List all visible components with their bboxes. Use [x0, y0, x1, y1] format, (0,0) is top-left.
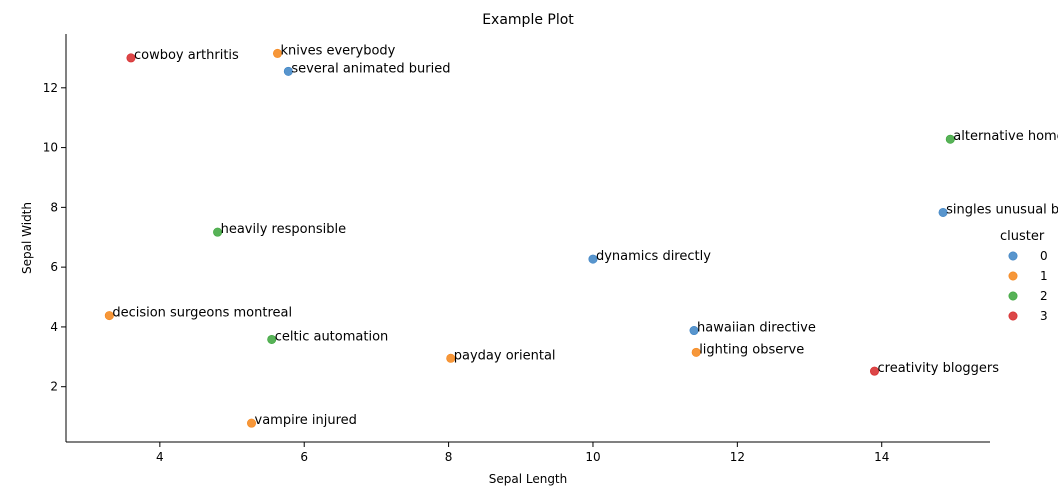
legend: cluster 0 1 2 3	[1000, 229, 1048, 323]
point-label: vampire injured	[255, 413, 357, 428]
point-label: singles unusual b	[946, 202, 1058, 217]
point-label: several animated buried	[291, 61, 450, 76]
data-point	[691, 347, 701, 357]
y-tick-label: 6	[50, 260, 58, 274]
data-point	[938, 207, 948, 217]
data-point	[247, 418, 257, 428]
point-label: lighting observe	[699, 342, 804, 357]
y-tick-label: 4	[50, 320, 58, 334]
point-label: dynamics directly	[596, 249, 711, 264]
legend-label: 3	[1040, 309, 1048, 323]
x-tick-label: 8	[445, 450, 453, 464]
point-label: decision surgeons montreal	[112, 306, 292, 321]
data-point	[446, 353, 456, 363]
legend-marker	[1008, 251, 1018, 261]
x-tick-label: 10	[585, 450, 600, 464]
point-label: payday oriental	[454, 348, 556, 363]
data-point	[689, 326, 699, 336]
data-point	[869, 366, 879, 376]
data-point	[283, 66, 293, 76]
data-point	[588, 254, 598, 264]
x-tick-label: 6	[300, 450, 308, 464]
point-label: cowboy arthritis	[134, 48, 239, 63]
point-label: alternative homework	[953, 129, 1058, 144]
data-point	[104, 311, 114, 321]
legend-marker	[1008, 311, 1018, 321]
data-point	[126, 53, 136, 63]
x-tick-label: 12	[730, 450, 745, 464]
legend-title: cluster	[1000, 229, 1045, 244]
x-ticks: 4 6 8 10 12 14	[156, 442, 889, 464]
y-axis-label: Sepal Width	[20, 202, 34, 274]
point-label: heavily responsible	[221, 222, 346, 237]
plot-area: cowboy arthritis knives everybody several …	[104, 43, 1058, 428]
point-label: hawaiian directive	[697, 321, 816, 336]
legend-label: 2	[1040, 289, 1048, 303]
y-tick-label: 10	[43, 141, 58, 155]
x-tick-label: 14	[874, 450, 889, 464]
legend-marker	[1008, 291, 1018, 301]
point-label: celtic automation	[275, 329, 389, 344]
data-point	[267, 334, 277, 344]
y-ticks: 2 4 6 8 10 12	[43, 81, 66, 394]
data-point	[213, 227, 223, 237]
y-tick-label: 2	[50, 380, 58, 394]
data-point	[945, 134, 955, 144]
legend-label: 0	[1040, 249, 1048, 263]
legend-label: 1	[1040, 269, 1048, 283]
data-point	[273, 48, 283, 58]
x-axis-label: Sepal Length	[489, 472, 568, 486]
x-tick-label: 4	[156, 450, 164, 464]
point-label: creativity bloggers	[878, 361, 1000, 376]
y-tick-label: 8	[50, 200, 58, 214]
point-label: knives everybody	[281, 43, 396, 58]
chart-title: Example Plot	[482, 12, 574, 28]
legend-marker	[1008, 271, 1018, 281]
y-tick-label: 12	[43, 81, 58, 95]
